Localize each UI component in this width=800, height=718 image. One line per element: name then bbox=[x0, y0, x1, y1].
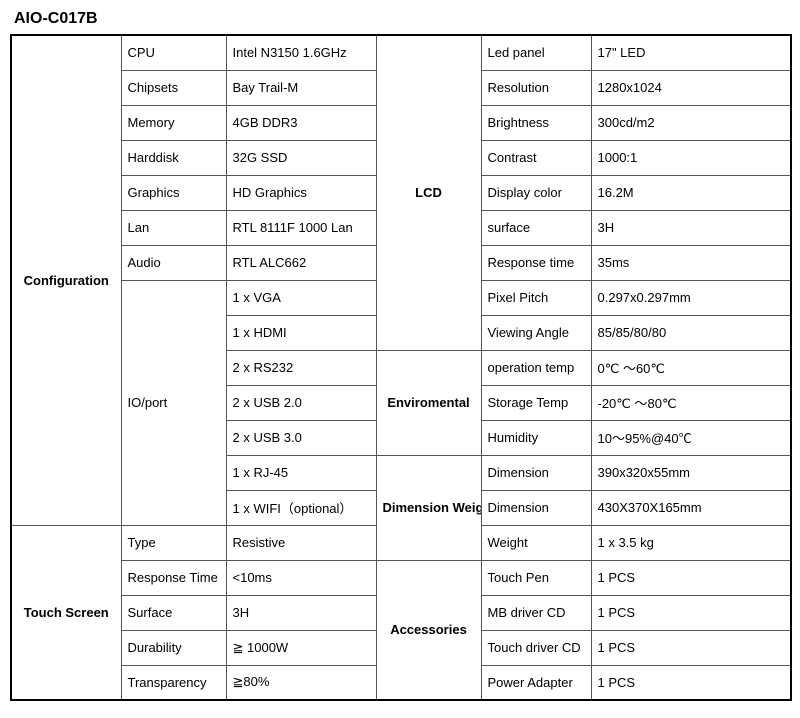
spec-label: Audio bbox=[121, 245, 226, 280]
spec-value: RTL 8111F 1000 Lan bbox=[226, 210, 376, 245]
spec-value: 300cd/m2 bbox=[591, 105, 791, 140]
spec-label: Surface bbox=[121, 595, 226, 630]
spec-table: Configuration CPU Intel N3150 1.6GHz LCD… bbox=[10, 34, 792, 701]
spec-label: Contrast bbox=[481, 140, 591, 175]
spec-label: Touch Pen bbox=[481, 560, 591, 595]
spec-label: CPU bbox=[121, 35, 226, 70]
spec-value: Resistive bbox=[226, 525, 376, 560]
spec-value: 0.297x0.297mm bbox=[591, 280, 791, 315]
spec-value: 35ms bbox=[591, 245, 791, 280]
spec-label: Humidity bbox=[481, 420, 591, 455]
spec-value: 2 x USB 3.0 bbox=[226, 420, 376, 455]
spec-label: Durability bbox=[121, 630, 226, 665]
group-dimension-weight: Dimension Weight bbox=[376, 455, 481, 560]
spec-label: surface bbox=[481, 210, 591, 245]
table-row: Configuration CPU Intel N3150 1.6GHz LCD… bbox=[11, 35, 791, 70]
spec-value: 10～95%@40℃ bbox=[591, 420, 791, 455]
spec-label: Storage Temp bbox=[481, 385, 591, 420]
spec-value: 85/85/80/80 bbox=[591, 315, 791, 350]
spec-value: 3H bbox=[591, 210, 791, 245]
spec-value: 4GB DDR3 bbox=[226, 105, 376, 140]
table-row: Response Time <10ms Accessories Touch Pe… bbox=[11, 560, 791, 595]
spec-value: Bay Trail-M bbox=[226, 70, 376, 105]
spec-value: ≧ 1000W bbox=[226, 630, 376, 665]
group-enviromental: Enviromental bbox=[376, 350, 481, 455]
group-touchscreen: Touch Screen bbox=[11, 525, 121, 700]
group-configuration: Configuration bbox=[11, 35, 121, 525]
spec-label: Power Adapter bbox=[481, 665, 591, 700]
spec-value: 0℃ ～60℃ bbox=[591, 350, 791, 385]
spec-label: MB driver CD bbox=[481, 595, 591, 630]
spec-label: Memory bbox=[121, 105, 226, 140]
spec-label: Response Time bbox=[121, 560, 226, 595]
spec-value: 1 PCS bbox=[591, 560, 791, 595]
page-title: AIO-C017B bbox=[14, 10, 790, 28]
spec-value: 1 PCS bbox=[591, 595, 791, 630]
spec-label: Chipsets bbox=[121, 70, 226, 105]
spec-value: ≧80% bbox=[226, 665, 376, 700]
spec-value: 1 x 3.5 kg bbox=[591, 525, 791, 560]
group-lcd: LCD bbox=[376, 35, 481, 350]
spec-label: Graphics bbox=[121, 175, 226, 210]
spec-value: 1 x VGA bbox=[226, 280, 376, 315]
spec-value: 17" LED bbox=[591, 35, 791, 70]
spec-label: operation temp bbox=[481, 350, 591, 385]
spec-label: Weight bbox=[481, 525, 591, 560]
spec-value: 2 x USB 2.0 bbox=[226, 385, 376, 420]
spec-value: RTL ALC662 bbox=[226, 245, 376, 280]
spec-value: 1 x WIFI（optional） bbox=[226, 490, 376, 525]
spec-label: Dimension bbox=[481, 490, 591, 525]
spec-label: Display color bbox=[481, 175, 591, 210]
spec-label: IO/port bbox=[121, 280, 226, 525]
spec-label: Dimension bbox=[481, 455, 591, 490]
spec-label: Pixel Pitch bbox=[481, 280, 591, 315]
spec-label: Response time bbox=[481, 245, 591, 280]
spec-value: 1 x RJ-45 bbox=[226, 455, 376, 490]
spec-label: Touch driver CD bbox=[481, 630, 591, 665]
spec-label: Transparency bbox=[121, 665, 226, 700]
group-accessories: Accessories bbox=[376, 560, 481, 700]
spec-value: 430X370X165mm bbox=[591, 490, 791, 525]
spec-value: 3H bbox=[226, 595, 376, 630]
spec-label: Viewing Angle bbox=[481, 315, 591, 350]
spec-value: 1 PCS bbox=[591, 665, 791, 700]
spec-value: 390x320x55mm bbox=[591, 455, 791, 490]
spec-value: -20℃ ～80℃ bbox=[591, 385, 791, 420]
spec-label: Lan bbox=[121, 210, 226, 245]
spec-label: Led panel bbox=[481, 35, 591, 70]
spec-label: Brightness bbox=[481, 105, 591, 140]
spec-value: HD Graphics bbox=[226, 175, 376, 210]
spec-value: 1 x HDMI bbox=[226, 315, 376, 350]
spec-label: Harddisk bbox=[121, 140, 226, 175]
spec-value: <10ms bbox=[226, 560, 376, 595]
spec-value: 32G SSD bbox=[226, 140, 376, 175]
spec-value: 1280x1024 bbox=[591, 70, 791, 105]
spec-value: Intel N3150 1.6GHz bbox=[226, 35, 376, 70]
spec-label: Resolution bbox=[481, 70, 591, 105]
spec-value: 16.2M bbox=[591, 175, 791, 210]
spec-value: 2 x RS232 bbox=[226, 350, 376, 385]
spec-value: 1 PCS bbox=[591, 630, 791, 665]
spec-value: 1000:1 bbox=[591, 140, 791, 175]
spec-label: Type bbox=[121, 525, 226, 560]
